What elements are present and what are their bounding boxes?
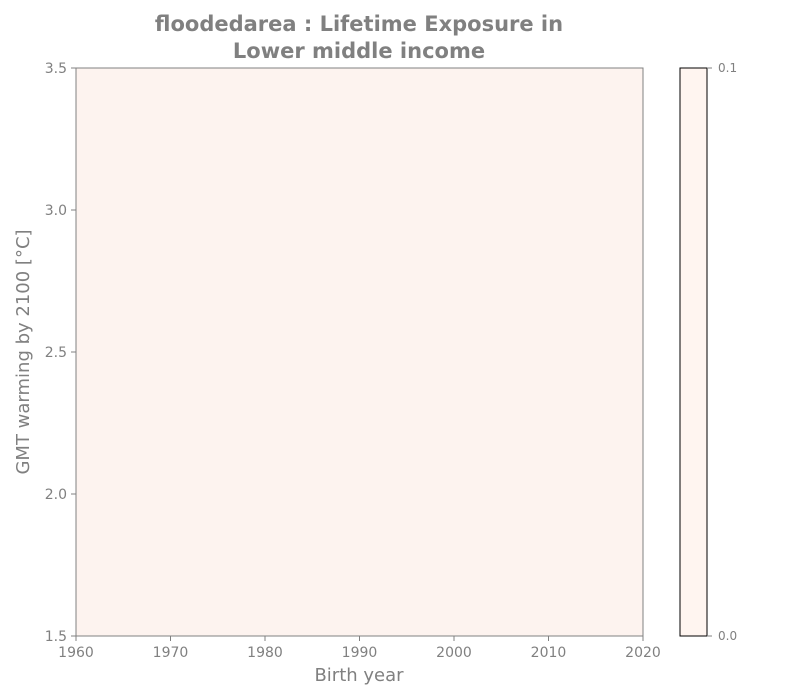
y-tick-label: 1.5 [45, 629, 67, 645]
x-tick-label: 1980 [247, 645, 283, 661]
y-tick-label: 3.5 [45, 61, 67, 77]
y-tick-label: 2.5 [45, 345, 67, 361]
plot-area [75, 67, 644, 637]
x-axis: 1960 1970 1980 1990 2000 2010 2020 [58, 636, 661, 661]
colorbar-tick-label: 0.1 [718, 61, 737, 75]
colorbar: 0.0 0.1 [679, 61, 737, 643]
chart-title-line-2: Lower middle income [232, 39, 486, 63]
heatmap-cell [76, 68, 643, 636]
x-tick-label: 1990 [342, 645, 378, 661]
chart-title-line-1: floodedarea : Lifetime Exposure in [154, 12, 564, 36]
x-tick-label: 1960 [58, 645, 94, 661]
x-axis-label: Birth year [314, 665, 404, 686]
y-tick-label: 3.0 [45, 203, 67, 219]
y-axis: 1.5 2.0 2.5 3.0 3.5 [45, 61, 76, 645]
colorbar-tick-label: 0.0 [718, 629, 737, 643]
x-tick-label: 2000 [436, 645, 472, 661]
x-tick-label: 2020 [625, 645, 661, 661]
x-tick-label: 2010 [531, 645, 567, 661]
x-tick-label: 1970 [153, 645, 189, 661]
colorbar-bar [679, 67, 708, 637]
y-axis-label: GMT warming by 2100 [°C] [13, 229, 34, 474]
y-tick-label: 2.0 [45, 487, 67, 503]
